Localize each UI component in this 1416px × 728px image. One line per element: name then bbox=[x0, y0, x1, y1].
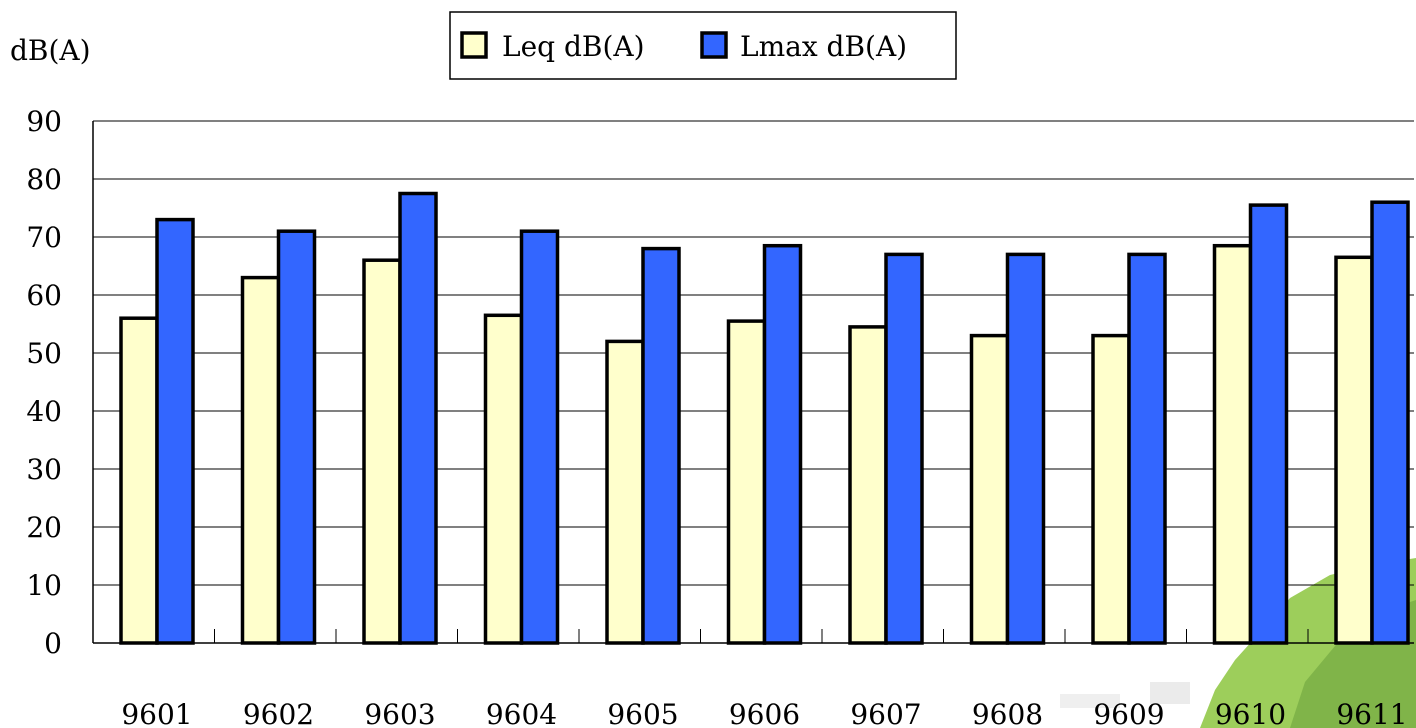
bar-lmax-9602 bbox=[276, 229, 317, 645]
x-tick-label: 9606 bbox=[729, 698, 800, 728]
bars bbox=[119, 191, 1410, 645]
bar-leq-9606 bbox=[726, 319, 767, 645]
bar-lmax-9609 bbox=[1127, 252, 1167, 645]
y-tick-label: 30 bbox=[26, 453, 62, 486]
bar-leq-9604 bbox=[483, 313, 524, 645]
x-tick-label: 9609 bbox=[1093, 698, 1164, 728]
bar-lmax-9603 bbox=[398, 191, 438, 645]
legend-label-leq: Leq dB(A) bbox=[502, 30, 645, 63]
bar-lmax-9607 bbox=[884, 252, 924, 645]
bar-leq-9602 bbox=[240, 275, 281, 645]
bar-lmax-9610 bbox=[1248, 203, 1289, 645]
bar-leq-9603 bbox=[362, 258, 402, 645]
x-tick-label: 9608 bbox=[972, 698, 1043, 728]
x-tick-label: 9601 bbox=[121, 698, 192, 728]
y-tick-label: 40 bbox=[26, 395, 62, 428]
bar-leq-9607 bbox=[848, 325, 888, 645]
bar-leq-9608 bbox=[969, 333, 1010, 645]
y-axis-label: dB(A) bbox=[10, 34, 91, 67]
x-tick-label: 9605 bbox=[607, 698, 678, 728]
x-tick-label: 9602 bbox=[243, 698, 314, 728]
bar-lmax-9605 bbox=[641, 246, 681, 645]
x-tick-label: 9603 bbox=[364, 698, 435, 728]
y-tick-label: 10 bbox=[26, 569, 62, 602]
bar-leq-9610 bbox=[1212, 243, 1253, 645]
bar-leq-9601 bbox=[119, 316, 159, 645]
bar-lmax-9611 bbox=[1370, 200, 1410, 645]
bar-lmax-9608 bbox=[1005, 252, 1046, 645]
bar-lmax-9606 bbox=[762, 243, 803, 645]
y-tick-label: 50 bbox=[26, 337, 62, 370]
y-tick-label: 90 bbox=[26, 105, 62, 138]
x-tick-label: 9604 bbox=[486, 698, 557, 728]
axes bbox=[92, 121, 1414, 644]
legend-box bbox=[449, 11, 957, 80]
y-tick-label: 70 bbox=[26, 221, 62, 254]
legend-swatch-lmax bbox=[700, 31, 728, 59]
bar-leq-9611 bbox=[1334, 255, 1374, 645]
bar-lmax-9601 bbox=[155, 217, 195, 645]
y-axis-ticks: 0 10 20 30 40 50 60 70 80 90 bbox=[26, 105, 62, 660]
x-tick-label: 9607 bbox=[850, 698, 921, 728]
y-tick-label: 20 bbox=[26, 511, 62, 544]
x-axis-ticks: 9601 9602 9603 9604 9605 9606 9607 9608 9609 9610… bbox=[121, 629, 1408, 728]
bar-leq-9609 bbox=[1091, 333, 1131, 645]
x-tick-label: 9610 bbox=[1215, 698, 1286, 728]
y-tick-label: 80 bbox=[26, 163, 62, 196]
x-tick-label: 9611 bbox=[1336, 698, 1407, 728]
legend-label-lmax: Lmax dB(A) bbox=[740, 30, 907, 63]
legend-swatch-leq bbox=[460, 31, 488, 59]
bar-lmax-9604 bbox=[519, 229, 560, 645]
y-tick-label: 60 bbox=[26, 279, 62, 312]
legend: Leq dB(A) Lmax dB(A) bbox=[449, 11, 957, 80]
bar-leq-9605 bbox=[605, 339, 645, 645]
y-tick-label: 0 bbox=[44, 627, 62, 660]
